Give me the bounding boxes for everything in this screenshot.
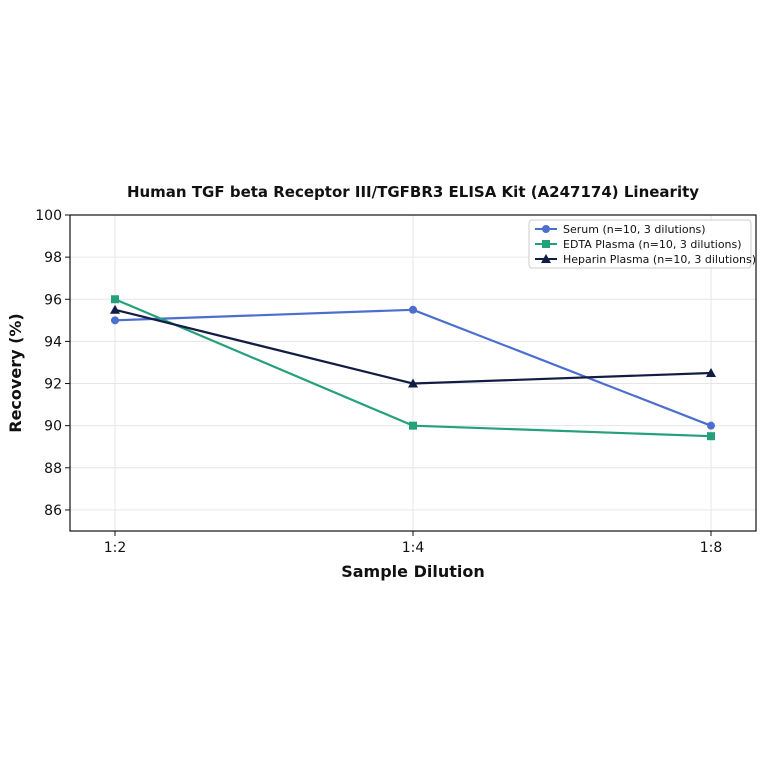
legend-marker [541, 254, 551, 263]
x-axis-label: Sample Dilution [341, 562, 485, 581]
data-point [409, 421, 417, 430]
legend: Serum (n=10, 3 dilutions) EDTA Plasma (n=… [528, 219, 756, 269]
x-tick-label: 1:4 [402, 540, 425, 556]
data-point [111, 295, 119, 304]
legend-entry: Heparin Plasma (n=10, 3 dilutions) [535, 253, 756, 266]
data-point [706, 368, 716, 377]
series-1 [111, 305, 715, 430]
data-point [707, 421, 715, 430]
legend-entry: Serum (n=10, 3 dilutions) [535, 223, 706, 236]
series-2 [111, 295, 715, 441]
data-point [707, 432, 715, 441]
y-tick-label: 100 [35, 208, 62, 224]
x-tick-label: 1:8 [700, 540, 723, 556]
legend-label: Heparin Plasma (n=10, 3 dilutions) [563, 253, 756, 266]
data-point [409, 305, 417, 314]
y-tick-label: 94 [44, 334, 62, 350]
data-point [111, 316, 119, 325]
y-tick-label: 88 [44, 461, 62, 477]
legend-marker [542, 225, 550, 233]
legend-entry: EDTA Plasma (n=10, 3 dilutions) [535, 238, 742, 251]
y-tick-label: 92 [44, 377, 62, 393]
chart-title: Human TGF beta Receptor III/TGFBR3 ELISA… [127, 183, 699, 201]
legend-label: EDTA Plasma (n=10, 3 dilutions) [563, 238, 742, 251]
legend-marker [542, 240, 550, 248]
legend-box [528, 219, 752, 269]
y-tick-label: 96 [44, 292, 62, 308]
data-point [110, 304, 120, 314]
x-tick-label: 1:2 [104, 540, 127, 556]
y-tick-label: 90 [44, 419, 62, 435]
y-tick-label: 86 [44, 503, 62, 519]
y-axis: 86 88 90 92 94 96 98 100 [35, 208, 70, 519]
y-axis-label: Recovery (%) [6, 313, 25, 432]
y-tick-label: 98 [44, 250, 62, 266]
series-group [110, 295, 716, 441]
data-point [408, 378, 418, 388]
x-axis: 1:2 1:4 1:8 [104, 531, 723, 556]
legend-label: Serum (n=10, 3 dilutions) [563, 223, 706, 236]
series-3 [110, 304, 716, 388]
